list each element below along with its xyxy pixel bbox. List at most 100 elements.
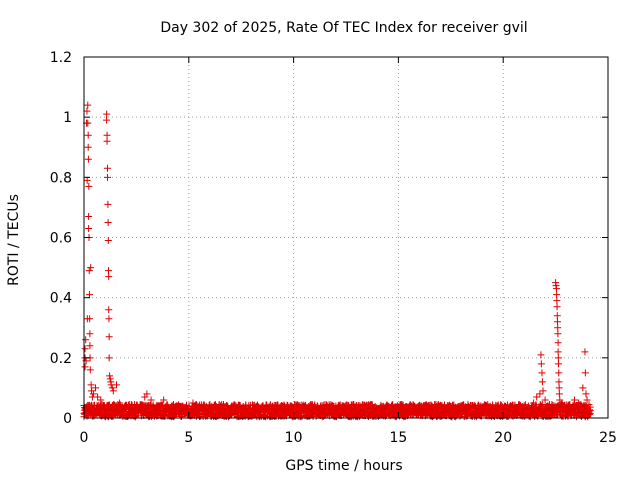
data-point	[554, 354, 562, 362]
data-point	[575, 399, 583, 407]
data-point	[104, 218, 112, 226]
x-tick-label: 25	[599, 430, 617, 446]
data-point	[82, 336, 90, 344]
data-point	[554, 324, 562, 332]
data-point	[552, 285, 560, 293]
data-point	[103, 137, 111, 145]
data-point	[84, 119, 92, 127]
x-tick-label: 10	[285, 430, 303, 446]
y-tick-label: 1.2	[50, 50, 72, 66]
data-point	[81, 363, 89, 371]
data-point	[87, 264, 95, 272]
data-point	[84, 143, 92, 151]
axis-ticks: 0 5 10 15 20 25 0 0.2 0.4 0.6 0.8 1 1.2	[50, 50, 617, 446]
data-point	[586, 410, 594, 418]
data-point	[555, 390, 563, 398]
data-point	[88, 387, 96, 395]
data-point	[143, 390, 151, 398]
data-point	[103, 173, 111, 181]
data-point	[586, 403, 594, 411]
data-point	[103, 164, 111, 172]
data-point	[236, 403, 244, 411]
data-point	[105, 273, 113, 281]
data-point	[92, 384, 100, 392]
data-point	[103, 131, 111, 139]
data-point	[537, 360, 545, 368]
data-point	[541, 396, 549, 404]
x-tick-label: 15	[389, 430, 407, 446]
data-point	[582, 390, 590, 398]
data-point	[105, 306, 113, 314]
data-point	[539, 387, 547, 395]
plot-frame	[83, 56, 609, 419]
data-point	[553, 297, 561, 305]
y-tick-label: 0.8	[50, 170, 72, 186]
data-point	[581, 369, 589, 377]
data-point	[86, 366, 94, 374]
data-point	[105, 333, 113, 341]
data-point	[85, 267, 93, 275]
data-point	[112, 381, 120, 389]
data-point	[581, 348, 589, 356]
data-point	[86, 330, 94, 338]
data-point	[103, 116, 111, 124]
data-point	[533, 393, 541, 401]
data-point	[553, 303, 561, 311]
data-point	[530, 399, 538, 407]
data-point	[94, 393, 102, 401]
data-point	[108, 384, 116, 392]
y-tick-label: 0.2	[50, 351, 72, 367]
chart-title: Day 302 of 2025, Rate Of TEC Index for r…	[160, 20, 527, 36]
data-point	[555, 378, 563, 386]
y-tick-label: 1	[63, 110, 72, 126]
data-point	[579, 384, 587, 392]
data-point	[105, 354, 113, 362]
data-point	[83, 176, 91, 184]
data-point	[106, 372, 114, 380]
y-tick-label: 0	[63, 411, 72, 427]
data-point	[84, 101, 92, 109]
data-point	[570, 396, 578, 404]
data-point	[537, 351, 545, 359]
data-point	[103, 110, 111, 118]
data-point	[554, 339, 562, 347]
data-point	[104, 200, 112, 208]
data-point	[189, 399, 197, 407]
data-point	[553, 291, 561, 299]
data-points	[80, 101, 594, 421]
data-point	[555, 360, 563, 368]
data-point	[583, 396, 591, 404]
data-point	[86, 342, 94, 350]
data-point	[85, 291, 93, 299]
data-point	[558, 399, 566, 407]
data-point	[85, 212, 93, 220]
data-point	[106, 375, 114, 383]
x-tick-label: 0	[80, 430, 89, 446]
data-point	[555, 384, 563, 392]
data-point	[160, 396, 168, 404]
data-point	[85, 182, 93, 190]
data-point	[109, 387, 117, 395]
data-point	[84, 131, 92, 139]
x-tick-label: 5	[184, 430, 193, 446]
data-point	[97, 396, 105, 404]
data-point	[81, 345, 89, 353]
y-tick-label: 0.6	[50, 231, 72, 247]
data-point	[86, 315, 94, 323]
data-point	[554, 330, 562, 338]
data-point	[548, 401, 556, 409]
y-axis-label: ROTI / TECUs	[6, 194, 22, 286]
x-axis-label: GPS time / hours	[285, 458, 402, 474]
data-point	[553, 318, 561, 326]
data-point	[105, 267, 113, 275]
data-point	[85, 224, 93, 232]
data-point	[105, 315, 113, 323]
data-point	[83, 107, 91, 115]
data-point	[89, 390, 97, 398]
data-point	[586, 410, 594, 418]
data-point	[87, 381, 95, 389]
data-point	[555, 369, 563, 377]
data-point	[554, 348, 562, 356]
data-point	[116, 399, 124, 407]
